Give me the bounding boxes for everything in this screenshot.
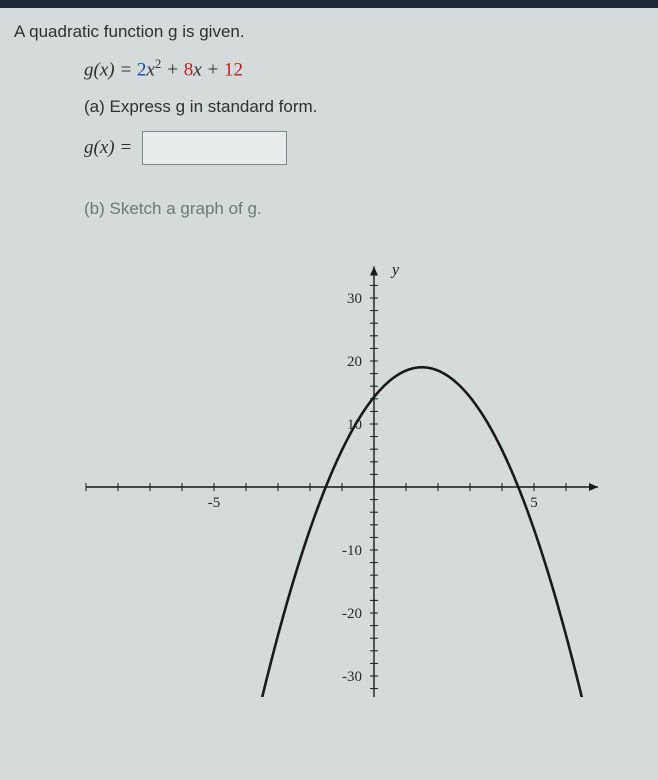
answer-input[interactable]: [142, 131, 287, 165]
equation-display: g(x) = 2x2 + 8x + 12: [84, 56, 644, 81]
graph-svg: -55302010-10-20-30y: [54, 227, 644, 697]
svg-text:y: y: [390, 262, 400, 279]
answer-row: g(x) =: [84, 131, 644, 165]
term1-var: x: [146, 59, 154, 80]
question-prompt: A quadratic function g is given.: [14, 22, 644, 42]
part-b-prompt: (b) Sketch a graph of g.: [84, 199, 644, 219]
svg-text:5: 5: [530, 495, 538, 511]
svg-text:30: 30: [347, 291, 362, 307]
equation-lhs: g(x) =: [84, 59, 137, 80]
svg-text:20: 20: [347, 354, 362, 370]
svg-text:-5: -5: [208, 495, 221, 511]
term2-var: x: [193, 59, 201, 80]
part-a-prompt: (a) Express g in standard form.: [84, 97, 644, 117]
plus2: +: [202, 59, 224, 80]
svg-text:-10: -10: [342, 543, 362, 559]
plus1: +: [161, 59, 183, 80]
svg-text:-30: -30: [342, 669, 362, 685]
svg-text:-20: -20: [342, 606, 362, 622]
coef-b: 8: [184, 59, 194, 80]
coef-a: 2: [137, 59, 147, 80]
graph-area[interactable]: -55302010-10-20-30y: [54, 227, 644, 697]
answer-lhs: g(x) =: [84, 137, 132, 159]
window-titlebar-sliver: [0, 0, 658, 8]
coef-c: 12: [224, 59, 243, 80]
